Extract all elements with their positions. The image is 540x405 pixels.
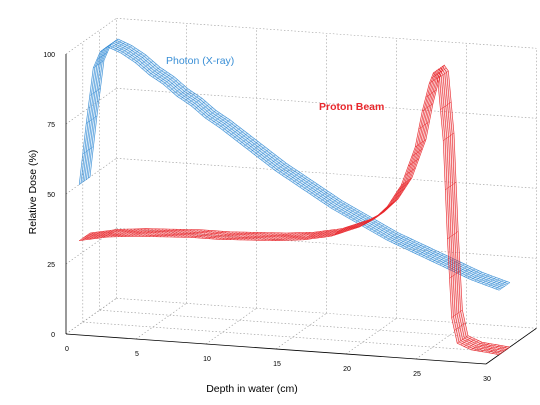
series-curve (82, 69, 503, 353)
y-tick-label: 100 (43, 52, 55, 59)
photon-series-label: Photon (X-ray) (166, 55, 234, 67)
gridline-floor-x (135, 303, 187, 340)
gridline-floor-x (65, 298, 117, 335)
gridline-back-y (116, 158, 537, 189)
x-axis-label: Depth in water (cm) (206, 383, 298, 395)
series-curve (89, 38, 511, 283)
series-curve (84, 42, 505, 287)
x-tick-label: 5 (135, 351, 139, 358)
x-tick-label: 0 (65, 346, 69, 353)
series-curve (82, 43, 503, 288)
gridline-back-y (116, 18, 537, 49)
gridline-floor-x (345, 318, 397, 355)
y-tick-label: 50 (47, 192, 55, 199)
gridline-floor-x (275, 313, 327, 350)
depth-axis-line (485, 327, 537, 365)
series-curve (80, 45, 502, 290)
tick-labels: 0 5 10 15 20 25 30 0 25 50 75 100 (43, 52, 491, 383)
series-curve (80, 70, 502, 354)
series-curve (89, 64, 511, 348)
gridline-floor-depth (82, 321, 503, 353)
y-axis-label: Relative Dose (%) (27, 150, 39, 235)
grid (65, 18, 537, 365)
series-ribbon-fill (79, 39, 510, 291)
series-proton (79, 64, 511, 355)
series-curve (86, 67, 507, 350)
series-curve (87, 39, 509, 285)
series-curve (88, 65, 509, 349)
x-tick-label: 10 (203, 356, 211, 363)
proton-series-label: Proton Beam (319, 101, 384, 113)
x-axis-line (65, 333, 487, 365)
x-tick-label: 30 (483, 376, 491, 383)
x-tick-label: 20 (343, 366, 351, 373)
series-curve (84, 68, 505, 352)
series-photon (78, 38, 511, 291)
series-curve (78, 46, 500, 291)
x-tick-label: 15 (273, 361, 281, 368)
y-tick-label: 75 (47, 122, 55, 129)
y-tick-label: 25 (47, 262, 55, 269)
series-curve (79, 72, 500, 355)
axes (65, 54, 537, 365)
gridline-floor-x (205, 308, 257, 345)
gridline-floor-depth (99, 309, 520, 341)
gridline-left-y (65, 298, 117, 335)
series-curve (86, 41, 507, 286)
gridline-back-y (116, 88, 537, 119)
y-tick-label: 0 (51, 332, 55, 339)
series-area (78, 38, 511, 355)
x-tick-label: 25 (413, 371, 421, 378)
